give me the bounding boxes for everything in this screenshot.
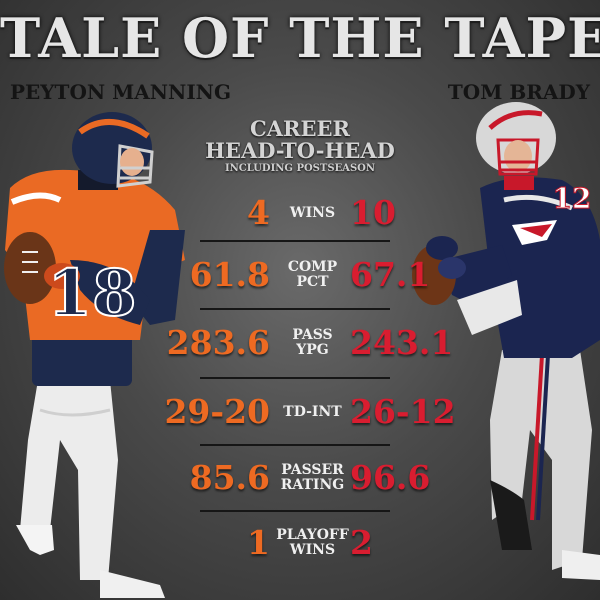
- manning-stat-value: 4: [247, 193, 270, 232]
- brady-stat-value: 10: [350, 193, 396, 232]
- manning-stat-value: 1: [247, 523, 270, 562]
- subheading-head-to-head: HEAD-TO-HEAD: [205, 138, 395, 163]
- stat-label-line2: YPG: [296, 342, 329, 358]
- stat-label-line2: PCT: [296, 274, 329, 290]
- brady-jersey-number: 12: [553, 182, 592, 215]
- manning-stat-value: 29-20: [164, 392, 270, 431]
- brady-stat-value: 96.6: [350, 458, 431, 497]
- right-player-name: TOM BRADY: [447, 80, 590, 104]
- stat-divider: [200, 308, 390, 310]
- subheading-postseason-note: INCLUDING POSTSEASON: [224, 163, 376, 174]
- stat-row: 29-20 TD-INT 26-12: [150, 382, 455, 442]
- stat-label-line2: RATING: [280, 477, 345, 493]
- stat-row: 1 PLAYOFF WINS 2: [150, 513, 450, 573]
- stat-label-line1: WINS: [289, 204, 336, 221]
- brady-stat-value: 2: [350, 523, 373, 562]
- stat-row: 4 WINS 10: [150, 183, 450, 243]
- manning-stat-value: 85.6: [189, 458, 270, 497]
- manning-stat-value: 61.8: [189, 255, 270, 294]
- manning-stat-value: 283.6: [166, 323, 270, 362]
- stat-label: PLAYOFF WINS: [275, 513, 350, 573]
- stat-divider: [200, 510, 390, 512]
- stat-divider: [200, 444, 390, 446]
- stat-row: 283.6 PASS YPG 243.1: [150, 313, 454, 373]
- stat-row: 61.8 COMP PCT 67.1: [150, 245, 450, 305]
- stat-label: TD-INT: [275, 382, 350, 442]
- stat-label: COMP PCT: [275, 245, 350, 305]
- stat-divider: [200, 240, 390, 242]
- stat-label: PASSER RATING: [275, 448, 350, 508]
- page-title: TALE OF THE TAPE: [0, 6, 600, 70]
- subheading-career: CAREER: [250, 116, 350, 141]
- tom-brady-image: 12: [412, 102, 600, 580]
- brady-stat-value: 26-12: [350, 392, 456, 431]
- peyton-manning-image: 18: [4, 112, 185, 598]
- stat-row: 85.6 PASSER RATING 96.6: [150, 448, 450, 508]
- stat-label-line1: TD-INT: [283, 403, 342, 420]
- stat-label-line1: PLAYOFF: [276, 527, 349, 543]
- stat-label: PASS YPG: [275, 313, 350, 373]
- stat-label: WINS: [275, 183, 350, 243]
- stat-label-line1: COMP: [287, 259, 338, 275]
- stat-divider: [200, 377, 390, 379]
- brady-stat-value: 67.1: [350, 255, 431, 294]
- stat-label-line1: PASSER: [281, 462, 344, 478]
- stat-label-line2: WINS: [289, 542, 336, 558]
- brady-stat-value: 243.1: [350, 323, 454, 362]
- left-player-name: PEYTON MANNING: [10, 80, 232, 104]
- stat-label-line1: PASS: [292, 327, 333, 343]
- manning-jersey-number: 18: [47, 256, 136, 331]
